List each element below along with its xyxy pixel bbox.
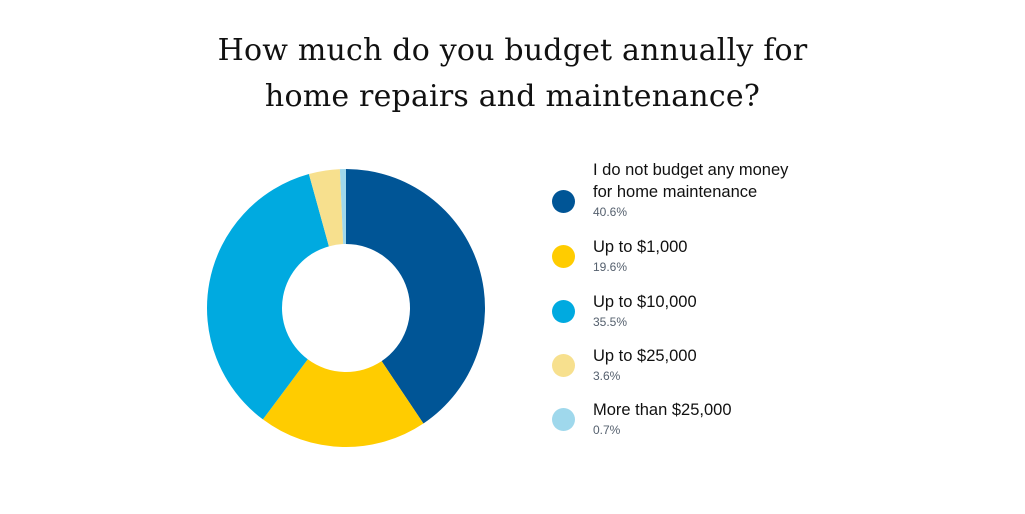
legend-dot-icon [552, 354, 575, 377]
legend-dot-icon [552, 408, 575, 431]
legend-text: I do not budget any money for home maint… [593, 159, 853, 221]
chart-title: How much do you budget annually for home… [0, 28, 1025, 120]
donut-slice-4 [308, 169, 344, 247]
legend-percentage: 3.6% [593, 369, 621, 383]
legend-text: Up to $1,000 19.6% [593, 236, 853, 276]
legend-label: Up to $25,000 [593, 347, 697, 365]
chart-title-line-1: How much do you budget annually for [217, 33, 808, 68]
chart-title-line-2: home repairs and maintenance? [264, 79, 761, 114]
donut-slice-1 [346, 169, 485, 424]
legend-dot-icon [552, 190, 575, 213]
donut-slice-2 [262, 359, 424, 447]
legend-percentage: 19.6% [593, 260, 628, 274]
legend-dot-icon [552, 245, 575, 268]
legend-label: Up to $1,000 [593, 238, 688, 256]
legend-dot-icon [552, 300, 575, 323]
legend-text: More than $25,000 0.7% [593, 399, 853, 439]
donut-slices [206, 169, 485, 447]
legend-percentage: 35.5% [593, 315, 628, 329]
donut-slice-5 [339, 169, 346, 245]
legend-label-line-2: for home maintenance [593, 183, 758, 201]
legend-text: Up to $25,000 3.6% [593, 345, 853, 385]
legend-label: Up to $10,000 [593, 293, 697, 311]
donut-slice-3 [206, 174, 329, 420]
legend-percentage: 40.6% [593, 205, 628, 219]
legend-label: More than $25,000 [593, 401, 732, 419]
legend-label-line-1: I do not budget any money [593, 161, 789, 179]
legend-percentage: 0.7% [593, 423, 621, 437]
legend-text: Up to $10,000 35.5% [593, 291, 853, 331]
